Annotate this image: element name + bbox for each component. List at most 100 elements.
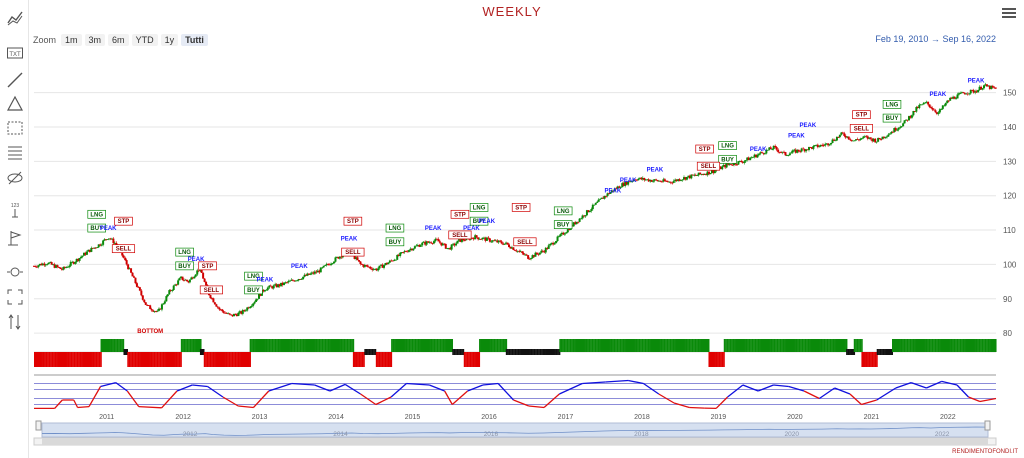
candle-body [330,263,333,265]
candle-body [933,109,935,111]
signal-bar [943,339,946,352]
candle-body [375,268,378,271]
candle-body [66,266,69,268]
scale-icon[interactable] [4,312,26,332]
candle-body [649,180,652,182]
signal-bar [489,339,491,352]
signal-bar [578,339,581,352]
signal-bar [728,339,730,352]
oscillator-line [757,384,774,392]
signal-bar [265,339,268,352]
signal-bar [345,339,347,352]
signal-bar [732,339,735,352]
annotation-box [385,223,405,233]
fibonacci-icon[interactable] [4,143,26,163]
menu-icon[interactable] [1002,6,1016,20]
candle-body [463,240,466,241]
signal-bar [628,339,631,352]
candle-body [490,241,493,243]
signal-bar [39,352,42,367]
signal-bar [742,339,745,352]
zoom-3m-button[interactable]: 3m [84,34,106,46]
rectangle-icon[interactable] [4,118,26,138]
candle-body [484,237,487,241]
signal-bar [688,339,691,352]
signal-bar [70,352,73,367]
measure-icon[interactable]: 123 [4,200,26,220]
zoom-1y-button[interactable]: 1y [160,34,179,46]
signal-bar [136,352,138,367]
signal-bar [324,339,327,352]
signal-bar [202,349,205,355]
signal-bar [523,349,526,355]
candle-body [290,279,293,281]
candle-body [678,179,681,181]
signal-bar [69,352,71,367]
zoom-icon[interactable] [4,262,26,282]
signal-bar [861,339,863,352]
signal-bar [569,339,572,352]
signal-bar [829,339,832,352]
candle-body [443,243,446,245]
candle-body [440,242,443,246]
signal-bar [974,339,976,352]
candle-body [549,243,552,246]
candle-body [502,243,505,245]
candle-body [841,132,844,134]
candle-body [390,260,393,262]
navigator[interactable]: 2012 2014 2016 2018 2020 2022 [33,420,997,446]
signal-bar [492,339,494,352]
candle-body [910,115,913,118]
annotation-box [469,216,489,226]
signal-bar [902,339,904,352]
candle-body [828,144,831,146]
line-icon[interactable] [4,70,26,90]
candle-body [756,154,759,158]
text-icon[interactable]: TXT [4,44,26,64]
signal-bar [714,352,716,367]
signal-bar [420,339,423,352]
navigator-handle-left[interactable] [35,420,42,431]
candle-body [680,180,683,181]
candle-body [788,153,791,156]
candle-body [922,102,925,105]
annotation-box [513,237,537,247]
candle-body [316,270,319,273]
scrollbar-thumb[interactable] [42,438,988,445]
signal-bar [984,339,987,352]
range-from[interactable]: Feb 19, 2010 [875,34,929,44]
candle-body [221,309,224,312]
candle-body [74,262,77,264]
signal-bar [146,352,149,367]
signal-bar [990,339,993,352]
candle-body [953,96,956,99]
flag-icon[interactable] [4,228,26,248]
candle-body [783,151,785,153]
triangle-icon[interactable] [4,94,26,114]
indicators-icon[interactable] [4,8,26,28]
candle-body [612,190,615,192]
oscillator-line [467,384,484,392]
zoom-6m-button[interactable]: 6m [108,34,129,46]
fullscreen-icon[interactable] [4,287,26,307]
range-to[interactable]: Sep 16, 2022 [942,34,996,44]
signal-bar [435,339,437,352]
candle-body [825,143,828,145]
candle-body [510,247,513,249]
signal-bar [165,352,168,367]
signal-bar [471,352,473,367]
date-range[interactable]: Feb 19, 2010 → Sep 16, 2022 [875,34,996,44]
signal-bar [921,339,924,352]
candle-body [113,242,116,244]
signal-bar [709,352,712,367]
hide-icon[interactable] [4,168,26,188]
candle-body [696,175,699,177]
signal-bar [410,339,412,352]
zoom-all-button[interactable]: Tutti [181,34,208,46]
zoom-1m-button[interactable]: 1m [61,34,82,46]
signal-bar [85,352,88,367]
navigator-handle-right[interactable] [984,420,991,431]
zoom-ytd-button[interactable]: YTD [131,34,158,46]
signal-bar [944,339,947,352]
signal-bar [51,352,54,367]
